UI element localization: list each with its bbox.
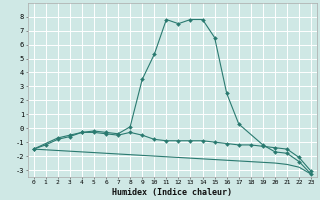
X-axis label: Humidex (Indice chaleur): Humidex (Indice chaleur) [112, 188, 232, 197]
